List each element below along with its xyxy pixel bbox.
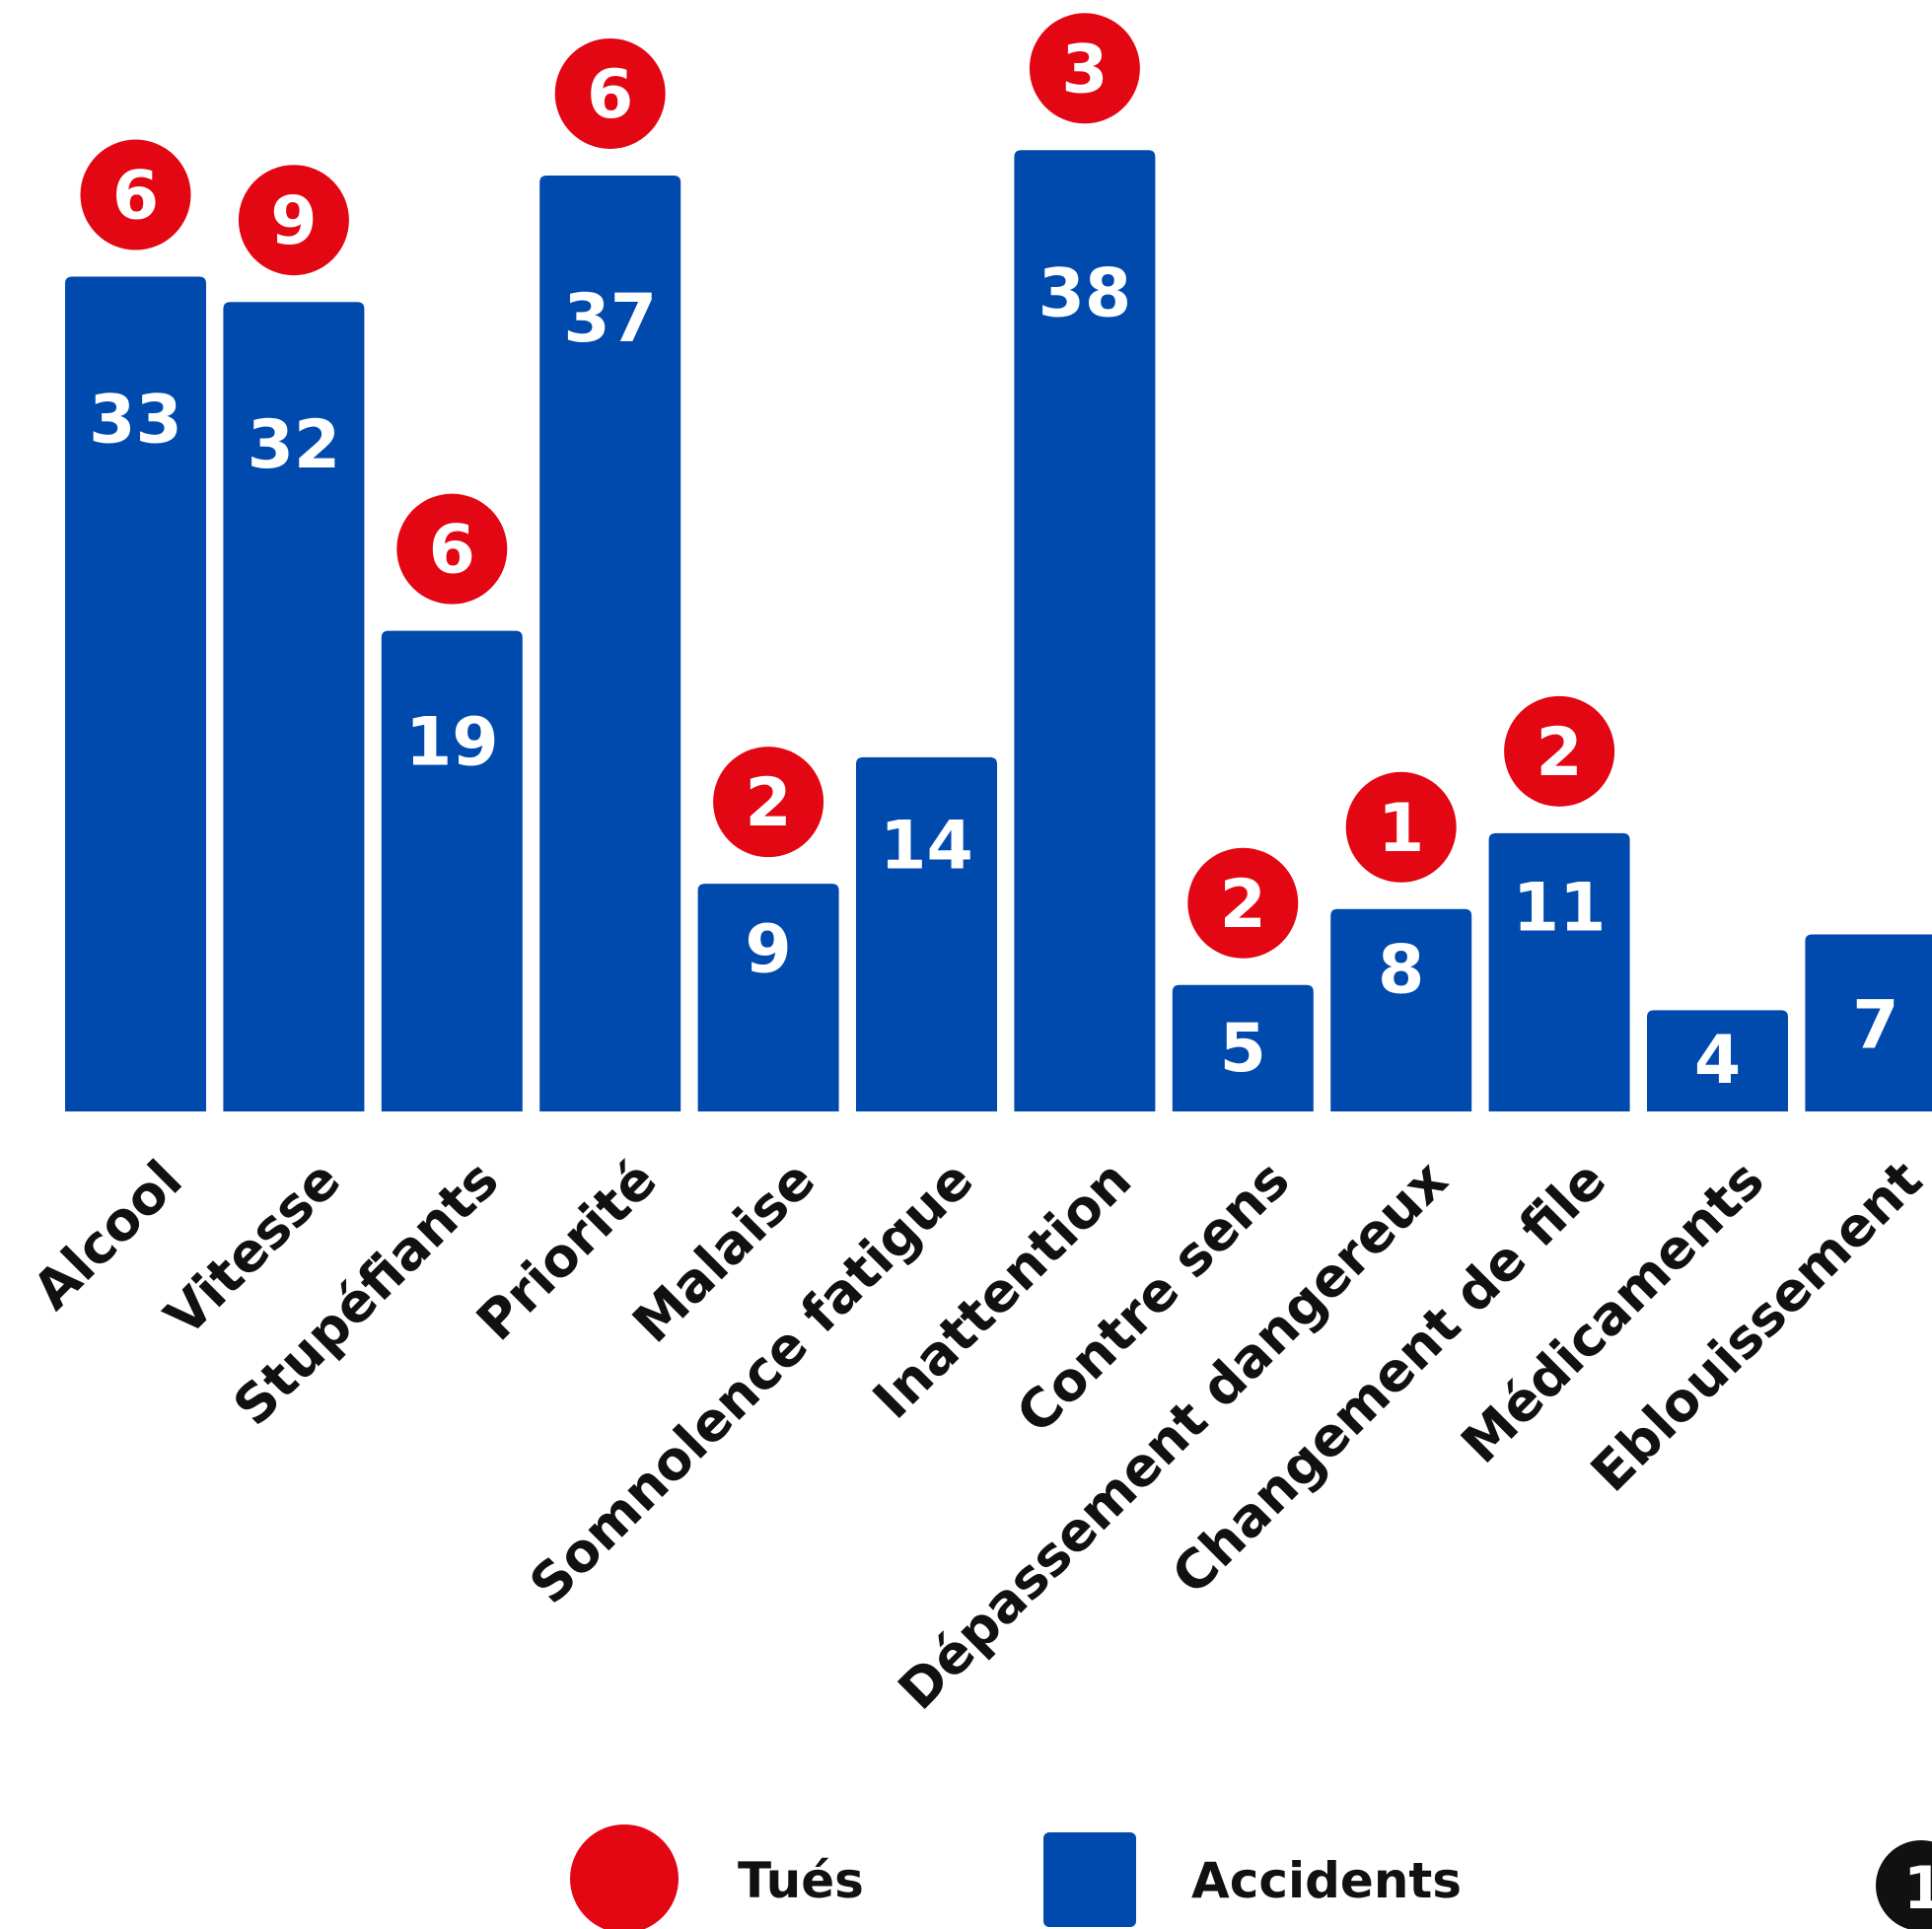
bar-accidents (223, 302, 365, 1111)
page-badge-circle (1876, 1840, 1932, 1929)
bar-accidents (65, 276, 206, 1111)
legend-label-accidents: Accidents (1191, 1852, 1462, 1909)
bar-value-label: 14 (880, 808, 973, 886)
killed-value-label: 6 (429, 512, 475, 590)
killed-value-label: 2 (745, 764, 791, 842)
bar-value-label: 19 (405, 703, 499, 781)
bar-accidents (697, 884, 839, 1111)
bar-value-label: 38 (1038, 254, 1132, 332)
killed-value-label: 3 (1061, 31, 1108, 108)
page-badge-number: 1 (1903, 1854, 1932, 1923)
bar-accidents (856, 756, 997, 1111)
killed-marker (554, 37, 666, 149)
killed-marker (713, 747, 824, 858)
killed-marker (1345, 771, 1457, 883)
killed-marker (80, 139, 191, 250)
bar-accidents (1805, 934, 1932, 1111)
killed-marker (396, 493, 508, 605)
killed-value-label: 2 (1536, 714, 1582, 792)
x-axis-label: Contre sens (1005, 1149, 1302, 1446)
page-badge: 1 (1876, 1840, 1932, 1929)
bar-value-label: 7 (1852, 986, 1898, 1064)
legend-swatch-accidents (1043, 1832, 1136, 1927)
bar-value-label: 11 (1513, 870, 1607, 948)
killed-marker (1504, 695, 1615, 807)
legend: Tués Accidents (570, 1824, 1462, 1929)
killed-value-label: 6 (587, 56, 633, 134)
killed-value-label: 9 (270, 182, 317, 260)
bar-value-label: 33 (89, 382, 182, 460)
bar-value-label: 8 (1378, 932, 1424, 1010)
killed-marker (238, 165, 349, 276)
bar-value-label: 5 (1220, 1010, 1266, 1088)
bar-value-label: 4 (1694, 1022, 1741, 1100)
killed-value-label: 6 (112, 158, 159, 236)
bar-accidents (1330, 908, 1472, 1111)
killed-marker (1187, 847, 1299, 959)
bar-value-label: 9 (745, 911, 791, 989)
killed-value-label: 2 (1220, 866, 1266, 944)
bar-accidents (539, 175, 681, 1111)
legend-label-tues: Tués (738, 1852, 864, 1909)
legend-swatch-tues (570, 1824, 679, 1929)
killed-value-label: 1 (1378, 790, 1424, 868)
bar-accidents (1488, 832, 1630, 1111)
bar-accidents (1014, 150, 1156, 1112)
bar-accidents (381, 630, 523, 1111)
x-axis-labels: AlcoolVitesseStupéfiantsPrioritéMalaiseS… (21, 1149, 1932, 1722)
killed-marker (1029, 13, 1140, 124)
bar-value-label: 32 (248, 406, 341, 484)
bar-accidents (1647, 1010, 1788, 1111)
bar-value-label: 37 (563, 280, 657, 358)
bar-accidents (1172, 984, 1314, 1111)
